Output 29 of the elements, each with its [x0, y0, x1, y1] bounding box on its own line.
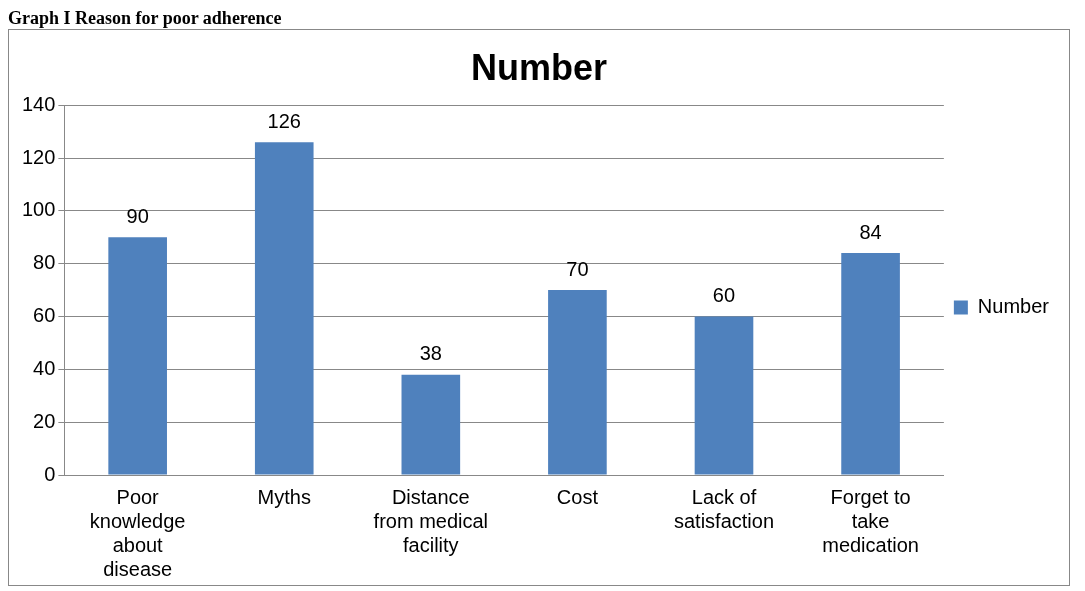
x-tick-label: Lack of satisfaction — [673, 485, 775, 532]
bar — [548, 290, 607, 475]
y-tick-label: 40 — [33, 356, 56, 379]
x-tick-label: Cost — [556, 485, 599, 508]
x-tick-label: Myths — [257, 485, 311, 508]
bar — [841, 253, 900, 475]
y-tick-label: 60 — [33, 304, 56, 327]
y-tick-label: 20 — [33, 409, 56, 432]
data-label: 126 — [267, 109, 301, 132]
text: Graph I Reason for poor adherence — [8, 8, 283, 29]
bar — [401, 374, 461, 475]
y-tick-label: 0 — [44, 462, 56, 485]
y-tick-label: 120 — [21, 145, 56, 168]
x-tick-label: Forget to take medication — [822, 485, 919, 556]
data-label: 84 — [859, 220, 882, 243]
data-label: 90 — [126, 204, 149, 227]
data-label: 38 — [419, 342, 442, 365]
legend-label: Number — [977, 295, 1050, 318]
bar — [694, 316, 754, 475]
x-tick-label: Poor knowledge about disease — [89, 485, 186, 580]
y-tick-label: 140 — [21, 92, 56, 115]
x-tick-label: Distance from medical facility — [373, 485, 489, 556]
data-label: 60 — [712, 284, 736, 307]
bar — [108, 237, 167, 475]
y-tick-label: 80 — [33, 251, 56, 274]
data-label: 70 — [566, 257, 589, 280]
chart-title: Number — [470, 46, 608, 88]
y-tick-label: 100 — [21, 198, 56, 221]
bar — [254, 142, 314, 475]
